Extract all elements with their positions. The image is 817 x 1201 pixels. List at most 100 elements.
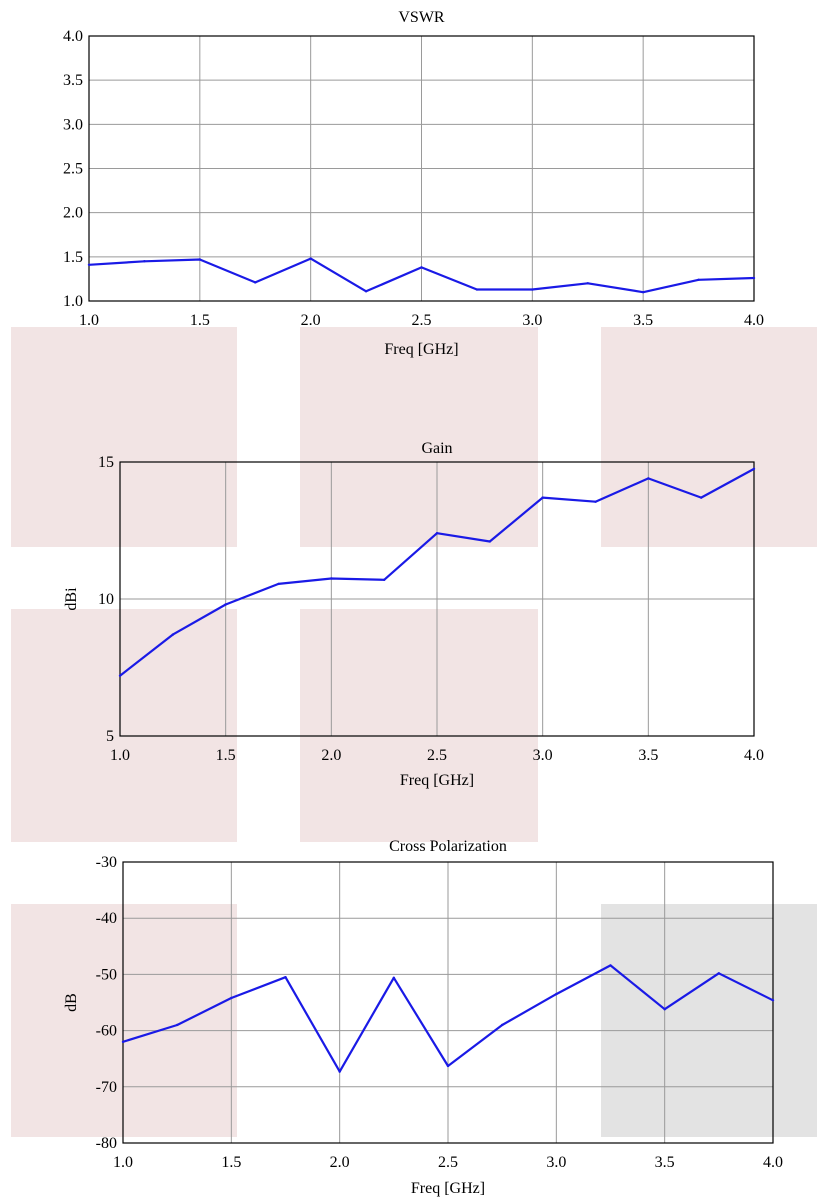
gain-plot-frame	[119, 461, 755, 737]
vswr-xtick-label-3: 2.5	[412, 312, 432, 329]
gain-point-11	[699, 496, 703, 499]
xpol-point-11	[717, 972, 721, 975]
vswr-point-2	[198, 258, 202, 261]
xpol-point-10	[663, 1008, 666, 1011]
xpol-ytick-label-3: -50	[96, 966, 117, 983]
vswr-chart: VSWR 1.0 1.5 2.0 2.5 3.0 3.5 4.0 1.0 1.5 2.0 2.5 3.0…	[63, 9, 764, 358]
vswr-ytick-label-2: 2.0	[63, 205, 83, 222]
overlay-block-6	[11, 904, 237, 1137]
xpol-point-0	[121, 1040, 125, 1044]
vswr-point-8	[531, 288, 534, 291]
gain-point-10	[647, 477, 650, 480]
xpol-point-7	[500, 1023, 504, 1027]
vswr-plot-frame	[88, 35, 755, 302]
xpol-point-4	[338, 1070, 341, 1073]
xpol-xtick-label-5: 3.5	[655, 1154, 675, 1171]
vswr-xtick-label-1: 1.5	[190, 312, 210, 329]
vswr-point-4	[309, 257, 312, 260]
xpol-xtick-label-4: 3.0	[546, 1154, 566, 1171]
vswr-point-10	[641, 290, 645, 294]
xpol-ytick-label-4: -40	[96, 910, 117, 927]
vswr-xtick-label-6: 4.0	[744, 312, 764, 329]
vswr-ytick-label-1: 1.5	[63, 249, 83, 266]
gain-point-4	[330, 577, 333, 580]
vswr-xlabel: Freq [GHz]	[384, 341, 458, 358]
xpol-ytick-label-0: -80	[96, 1135, 117, 1152]
xpol-ytick-label-2: -60	[96, 1023, 117, 1040]
xpol-point-2	[230, 996, 233, 1000]
xpol-chart: Cross Polarization 1.0 1.5 2.0 2.5 3.0 3.5 4.0 -…	[63, 838, 783, 1197]
gain-xlabel: Freq [GHz]	[400, 772, 474, 789]
vswr-point-1	[143, 260, 146, 263]
gain-xtick-label-1: 1.5	[216, 747, 236, 764]
gain-xtick-label-0: 1.0	[110, 747, 130, 764]
xpol-point-3	[284, 976, 287, 979]
charts-layer: VSWR 1.0 1.5 2.0 2.5 3.0 3.5 4.0 1.0 1.5 2.0 2.5 3.0…	[63, 9, 783, 1197]
gain-point-7	[488, 540, 492, 543]
gain-ytick-label-0: 5	[106, 728, 114, 745]
xpol-point-9	[609, 964, 612, 967]
gain-xtick-label-4: 3.0	[533, 747, 553, 764]
overlay-layer	[11, 327, 817, 1137]
vswr-point-6	[420, 266, 423, 269]
gain-ytick-label-2: 15	[98, 454, 114, 471]
gain-ylabel: dBi	[63, 587, 80, 611]
xpol-xtick-label-2: 2.0	[330, 1154, 350, 1171]
overlay-block-1	[11, 327, 237, 547]
xpol-ylabel: dB	[63, 993, 80, 1012]
vswr-xtick-label-0: 1.0	[79, 312, 99, 329]
xpol-xtick-label-6: 4.0	[763, 1154, 783, 1171]
gain-point-8	[541, 496, 544, 499]
overlay-block-2	[300, 327, 538, 547]
gain-point-9	[594, 500, 597, 503]
vswr-ytick-label-0: 1.0	[63, 293, 83, 310]
gain-point-6	[435, 532, 439, 535]
vswr-point-7	[475, 288, 479, 291]
vswr-point-12	[752, 276, 756, 280]
xpol-title: Cross Polarization	[389, 838, 507, 855]
vswr-title: VSWR	[398, 9, 445, 26]
vswr-xtick-label-5: 3.5	[633, 312, 653, 329]
gain-title: Gain	[421, 440, 452, 457]
gain-point-3	[277, 582, 280, 586]
gain-point-12	[752, 467, 756, 471]
xpol-point-12	[771, 999, 775, 1002]
overlay-block-5	[300, 609, 538, 842]
vswr-xtick-label-4: 3.0	[522, 312, 542, 329]
gain-xtick-label-3: 2.5	[427, 747, 447, 764]
gain-point-1	[171, 633, 175, 636]
gain-point-5	[382, 578, 386, 582]
vswr-ytick-label-6: 4.0	[63, 28, 83, 45]
vswr-ytick-label-3: 2.5	[63, 161, 83, 178]
gain-ytick-label-1: 10	[98, 591, 114, 608]
vswr-ytick-label-4: 3.0	[63, 116, 83, 133]
vswr-point-9	[586, 282, 589, 285]
xpol-point-1	[175, 1023, 179, 1027]
xpol-point-6	[446, 1064, 450, 1068]
xpol-point-8	[555, 992, 558, 996]
vswr-point-3	[254, 281, 257, 284]
gain-point-0	[118, 674, 122, 677]
overlay-block-4	[11, 609, 237, 842]
vswr-point-5	[364, 290, 368, 293]
xpol-xlabel: Freq [GHz]	[411, 1180, 485, 1197]
overlay-block-7	[601, 904, 817, 1137]
xpol-xtick-label-0: 1.0	[113, 1154, 133, 1171]
gain-xtick-label-2: 2.0	[321, 747, 341, 764]
vswr-ytick-label-5: 3.5	[63, 72, 83, 89]
gain-chart: Gain 1.0 1.5 2.0 2.5 3.0 3.5 4.0 5 10 15 Freq [GHz]…	[63, 440, 764, 789]
xpol-ytick-label-1: -70	[96, 1079, 117, 1096]
xpol-plot-frame	[122, 861, 774, 1144]
vswr-point-11	[697, 278, 700, 281]
xpol-ytick-label-5: -30	[96, 854, 117, 871]
xpol-xtick-label-1: 1.5	[221, 1154, 241, 1171]
xpol-point-5	[392, 976, 396, 979]
gain-xtick-label-5: 3.5	[638, 747, 658, 764]
xpol-xtick-label-3: 2.5	[438, 1154, 458, 1171]
vswr-point-0	[87, 263, 91, 266]
gain-point-2	[224, 603, 227, 606]
gain-xtick-label-6: 4.0	[744, 747, 764, 764]
vswr-xtick-label-2: 2.0	[301, 312, 321, 329]
overlay-block-3	[601, 327, 817, 547]
